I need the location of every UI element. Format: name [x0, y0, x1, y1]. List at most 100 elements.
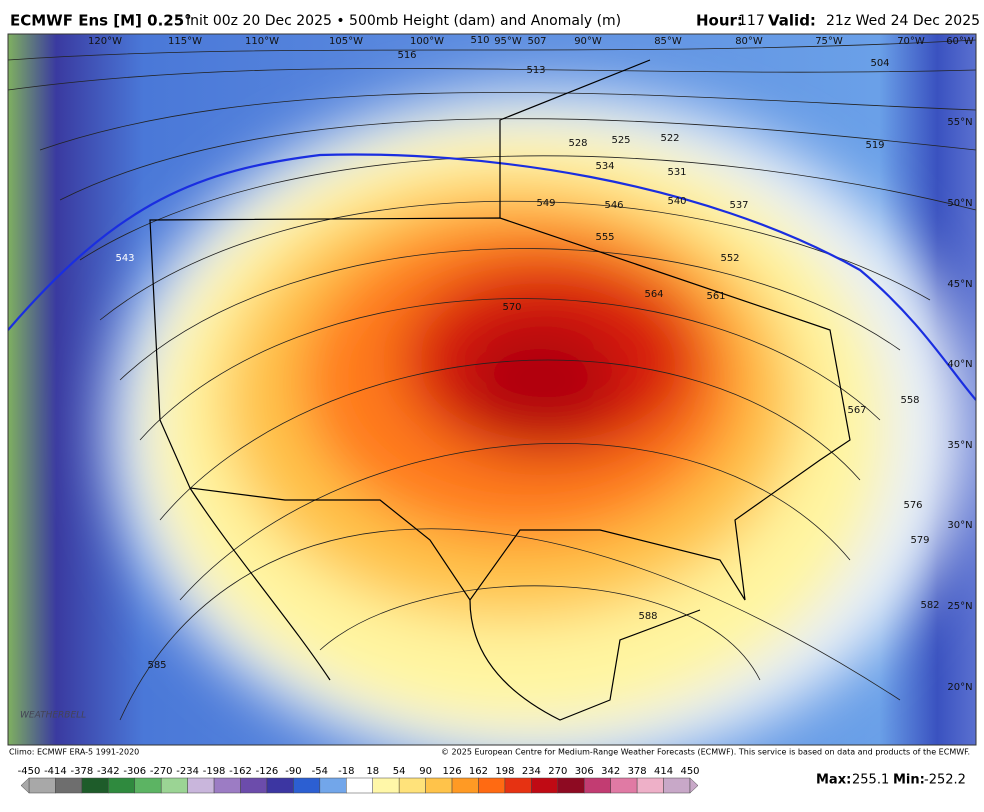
latitude-label: 35°N — [947, 440, 972, 451]
colorbar-swatch — [531, 777, 559, 794]
colorbar-swatch — [636, 777, 664, 794]
contour-label: 504 — [870, 58, 889, 69]
contour-label: 576 — [903, 500, 922, 511]
min: -252.2 — [924, 773, 966, 788]
colorbar-tick-label: -270 — [150, 766, 173, 777]
colorbar-tick-label: -198 — [203, 766, 226, 777]
contour-label: 534 — [595, 161, 614, 172]
colorbar-tick-label: 342 — [601, 766, 620, 777]
colorbar-tick-label: 198 — [495, 766, 514, 777]
contour-label: 528 — [568, 138, 587, 149]
colorbar-tick-label: -234 — [176, 766, 199, 777]
latitude-label: 50°N — [947, 198, 972, 209]
colorbar-tick-label: 18 — [366, 766, 379, 777]
contour-label: 543 — [115, 253, 134, 264]
contour-label: 549 — [536, 198, 555, 209]
colorbar-swatch — [557, 777, 585, 794]
contour-label: 585 — [147, 660, 166, 671]
colorbar-swatch — [504, 777, 532, 794]
colorbar-swatch — [583, 777, 611, 794]
max: 255.1 — [852, 773, 889, 788]
colorbar-swatch — [293, 777, 321, 794]
max-label: Max: — [816, 773, 851, 788]
contour-label: 552 — [720, 253, 739, 264]
contour-label: 546 — [604, 200, 623, 211]
colorbar-tick-label: 90 — [419, 766, 432, 777]
contour-label: 507 — [527, 36, 546, 47]
colorbar-swatch — [319, 777, 347, 794]
colorbar-swatch — [240, 777, 268, 794]
valid-label: Valid: — [768, 12, 816, 30]
colorbar-swatch — [55, 777, 83, 794]
colorbar-swatch — [663, 777, 691, 794]
longitude-label: 75°W — [815, 36, 843, 47]
contour-label: 558 — [900, 395, 919, 406]
colorbar-tick-label: -342 — [97, 766, 120, 777]
colorbar-arrow — [689, 777, 699, 794]
colorbar-tick-label: -306 — [123, 766, 146, 777]
colorbar-swatch — [108, 777, 136, 794]
colorbar-tick-label: -18 — [338, 766, 354, 777]
contour-label: 519 — [865, 140, 884, 151]
climo: Climo: ECMWF ERA-5 1991-2020 — [9, 748, 139, 757]
colorbar-tick-label: 54 — [393, 766, 406, 777]
logo: WEATHERBELL — [20, 711, 86, 721]
colorbar-swatch — [28, 777, 56, 794]
latitude-label: 30°N — [947, 520, 972, 531]
colorbar-tick-label: 162 — [469, 766, 488, 777]
contour-label: 564 — [644, 289, 663, 300]
colorbar-swatch — [425, 777, 453, 794]
contour-label: 570 — [502, 302, 521, 313]
colorbar-tick-label: 450 — [680, 766, 699, 777]
copyright: © 2025 European Centre for Medium-Range … — [441, 748, 970, 757]
colorbar-swatch — [134, 777, 162, 794]
map-area — [8, 34, 976, 745]
latitude-label: 20°N — [947, 682, 972, 693]
colorbar-tick-label: 126 — [442, 766, 461, 777]
colorbar-swatch — [610, 777, 638, 794]
contour-label: 579 — [910, 535, 929, 546]
colorbar-tick-label: -126 — [256, 766, 279, 777]
colorbar-tick-label: -54 — [312, 766, 328, 777]
contour-label: 582 — [920, 600, 939, 611]
longitude-label: 70°W — [897, 36, 925, 47]
contour-label: 516 — [397, 50, 416, 61]
contour-label: 555 — [595, 232, 614, 243]
longitude-label: 115°W — [168, 36, 202, 47]
latitude-label: 40°N — [947, 359, 972, 370]
colorbar-swatch — [266, 777, 294, 794]
colorbar-swatch — [346, 777, 373, 794]
latitude-label: 55°N — [947, 117, 972, 128]
contour-label: 510 — [470, 35, 489, 46]
longitude-label: 120°W — [88, 36, 122, 47]
colorbar-arrow — [20, 777, 30, 794]
map-frame — [7, 33, 977, 746]
colorbar-tick-label: -90 — [285, 766, 301, 777]
title: ECMWF Ens [M] 0.25° — [10, 12, 192, 30]
colorbar-swatch — [81, 777, 109, 794]
colorbar-swatch — [213, 777, 241, 794]
colorbar-swatch — [451, 777, 479, 794]
colorbar-tick-label: 270 — [548, 766, 567, 777]
longitude-label: 105°W — [329, 36, 363, 47]
contour-label: 561 — [706, 291, 725, 302]
longitude-label: 100°W — [410, 36, 444, 47]
colorbar-tick-label: 378 — [628, 766, 647, 777]
contour-label: 537 — [729, 200, 748, 211]
colorbar-tick-label: -378 — [71, 766, 94, 777]
longitude-label: 85°W — [654, 36, 682, 47]
colorbar-tick-label: -450 — [18, 766, 41, 777]
longitude-label: 60°W — [946, 36, 974, 47]
contour-label: 567 — [847, 405, 866, 416]
longitude-label: 110°W — [245, 36, 279, 47]
contour-label: 513 — [526, 65, 545, 76]
colorbar-swatch — [478, 777, 506, 794]
longitude-label: 80°W — [735, 36, 763, 47]
contour-label: 531 — [667, 167, 686, 178]
subtitle: Init 00z 20 Dec 2025 • 500mb Height (dam… — [186, 13, 621, 29]
contour-label: 540 — [667, 196, 686, 207]
colorbar-tick-label: 306 — [575, 766, 594, 777]
contour-label: 525 — [611, 135, 630, 146]
contour-label: 522 — [660, 133, 679, 144]
